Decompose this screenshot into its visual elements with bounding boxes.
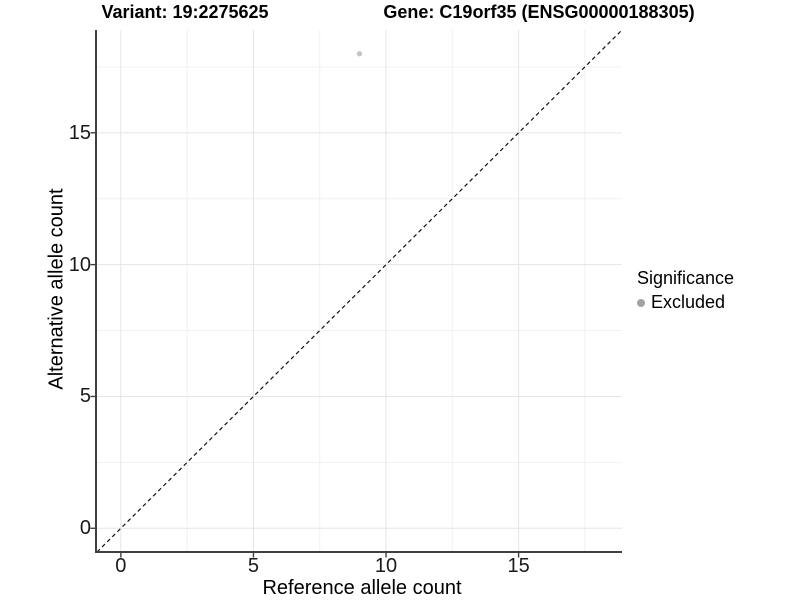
y-axis-tick-label: 15 xyxy=(68,121,91,144)
gene-title: Gene: C19orf35 (ENSG00000188305) xyxy=(383,2,695,22)
excluded-point-icon xyxy=(637,298,645,307)
x-axis-tick-label: 10 xyxy=(374,555,398,577)
x-axis-title: Reference allele count xyxy=(262,577,462,599)
legend-item-label: Excluded xyxy=(651,292,726,312)
legend: Significance Excluded xyxy=(637,268,734,313)
legend-item-excluded: Excluded xyxy=(637,292,734,313)
y-axis-tick-label: 5 xyxy=(79,385,91,408)
x-axis-tick-label: 15 xyxy=(507,555,530,577)
y-axis-tick-label: 0 xyxy=(79,517,91,540)
y-axis-title: Alternative allele count xyxy=(45,188,68,390)
x-axis-tick-label: 5 xyxy=(247,555,259,577)
legend-title: Significance xyxy=(637,268,735,288)
variant-title: Variant: 19:2275625 xyxy=(101,2,269,22)
y-axis-tick-label: 10 xyxy=(68,253,91,276)
x-axis-tick-label: 0 xyxy=(115,555,127,577)
